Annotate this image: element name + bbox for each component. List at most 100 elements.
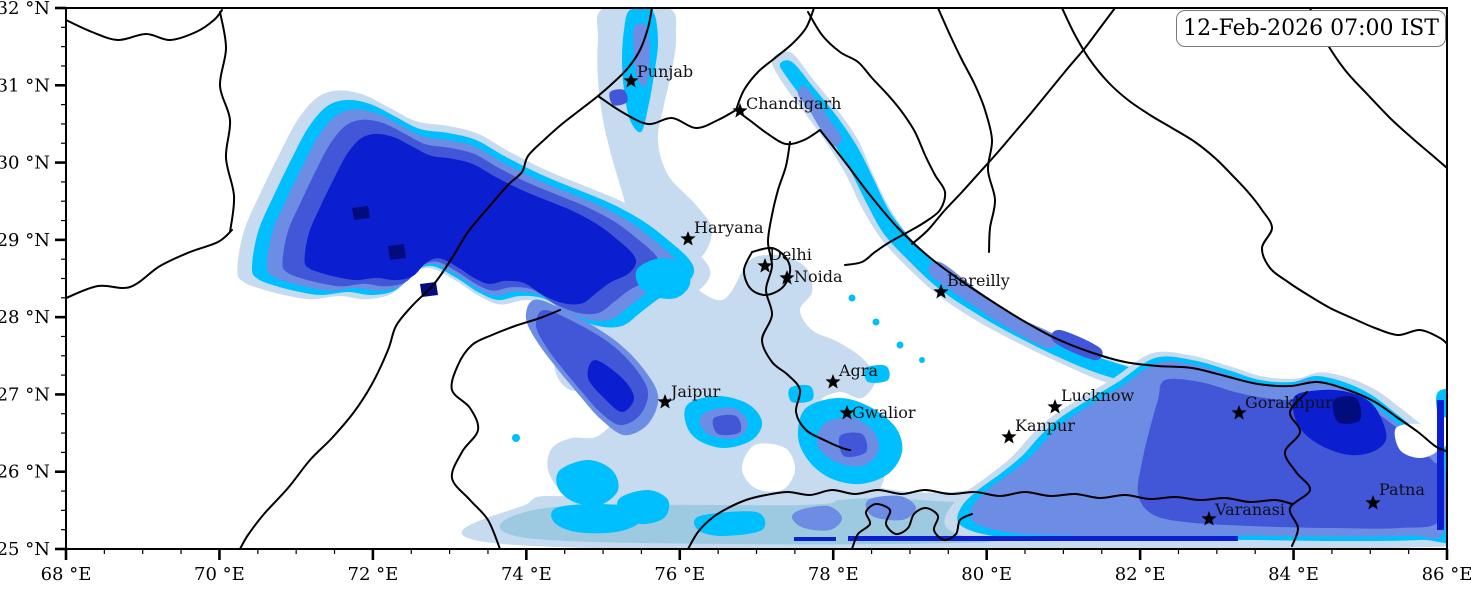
y-tick-label: 32 °N [0, 0, 50, 19]
x-tick-label: 78 °E [808, 564, 859, 585]
boundary-line [218, 11, 236, 233]
city-marker-delhi: Delhi [757, 245, 812, 273]
city-label: Varanasi [1214, 500, 1285, 519]
boundary-line [819, 129, 1447, 453]
star-icon [779, 270, 795, 285]
contour-layer [237, 8, 1447, 549]
contour-bottom-cornflower-1 [791, 505, 843, 531]
boundary-line [851, 502, 973, 549]
x-tick-label: 68 °E [41, 564, 92, 585]
boundary-layer [66, 8, 1447, 549]
boundary-line [1061, 8, 1447, 346]
star-icon [657, 394, 673, 409]
city-label: Gwalior [852, 403, 916, 422]
contour-dot [512, 434, 520, 442]
y-tick-label: 28 °N [0, 307, 50, 328]
star-icon [1047, 399, 1063, 414]
x-tick-label: 72 °E [348, 564, 399, 585]
star-icon [839, 405, 855, 420]
contour-nw-darkest-1 [352, 206, 370, 220]
star-icon [1001, 429, 1017, 444]
city-marker-gorakhpur: Gorakhpur [1231, 393, 1333, 420]
contour-tail-core [587, 360, 634, 412]
contour-stripe-cyan [779, 60, 1157, 387]
city-layer: Punjab Chandigarh Haryana Delhi Noida Bareill… [623, 62, 1425, 526]
boundary-line [735, 109, 821, 146]
x-tick-label: 74 °E [501, 564, 552, 585]
x-tick-label: 70 °E [194, 564, 245, 585]
contour-right-edge-navy-stripe [1437, 400, 1444, 530]
contour-east-white-notch [1394, 423, 1440, 458]
city-label: Bareilly [947, 271, 1010, 290]
boundary-line [807, 11, 947, 266]
contour-haryana-cyan [635, 257, 691, 299]
contour-dot [919, 357, 925, 363]
contour-dot [872, 318, 880, 326]
city-label: Delhi [769, 245, 812, 264]
y-tick-label: 27 °N [0, 384, 50, 405]
contour-agra-south-dot [788, 385, 814, 403]
contour-stripe-cornflower-2 [928, 261, 1058, 349]
boundary-line [239, 8, 653, 549]
contour-dot [848, 294, 856, 302]
contour-gorakhpur-darkest [1332, 396, 1362, 424]
x-tick-label: 82 °E [1115, 564, 1166, 585]
contour-stripe-cornflower-1 [797, 85, 843, 147]
star-icon [825, 374, 841, 389]
boundary-line [66, 229, 233, 299]
city-label: Chandigarh [746, 94, 841, 113]
boundary-line [1283, 391, 1312, 547]
timestamp-box: 12-Feb-2026 07:00 IST [1176, 10, 1446, 47]
city-label: Haryana [694, 218, 764, 237]
star-icon [1365, 495, 1381, 510]
y-tick-label: 25 °N [0, 539, 50, 560]
star-icon [933, 284, 949, 299]
star-icon [732, 103, 748, 118]
boundary-line [937, 8, 997, 253]
city-marker-haryana: Haryana [680, 218, 764, 246]
contour-southwest-cyan-1 [556, 460, 619, 506]
star-icon [1231, 405, 1247, 420]
boundary-line [450, 309, 561, 549]
x-tick-label: 86 °E [1422, 564, 1471, 585]
city-marker-lucknow: Lucknow [1047, 386, 1135, 414]
boundary-line [735, 8, 815, 111]
contour-central-white-hole [742, 443, 796, 492]
y-tick-label: 31 °N [0, 75, 50, 96]
city-marker-varanasi: Varanasi [1201, 500, 1285, 526]
boundary-line [687, 488, 1293, 549]
y-tick-label: 26 °N [0, 462, 50, 483]
city-marker-gwalior: Gwalior [839, 403, 916, 422]
city-label: Jaipur [669, 382, 721, 401]
boundary-line [761, 141, 851, 451]
contour-streak-royal-dot [609, 89, 628, 106]
city-marker-chandigarh: Chandigarh [732, 94, 841, 118]
city-label: Punjab [637, 62, 693, 81]
city-label: Noida [794, 267, 843, 286]
contour-southwest-cyan-2 [616, 489, 670, 525]
contour-jaipur-royal [712, 414, 742, 436]
contour-streak-cornflower [632, 23, 650, 87]
city-label: Patna [1379, 480, 1425, 499]
star-icon [1201, 511, 1217, 526]
city-label: Gorakhpur [1245, 393, 1333, 412]
contour-nw-blob-navy [304, 133, 637, 305]
contour-gwalior-royal [838, 432, 868, 458]
x-tick-label: 76 °E [654, 564, 705, 585]
city-marker-kanpur: Kanpur [1001, 416, 1075, 444]
timestamp-text: 12-Feb-2026 07:00 IST [1183, 16, 1439, 41]
star-icon [623, 73, 639, 88]
contour-bottom-navy-line [848, 536, 1238, 541]
boundary-line [911, 8, 1116, 245]
contour-agra-east-dot [864, 365, 890, 383]
city-marker-jaipur: Jaipur [657, 382, 721, 409]
city-label: Lucknow [1061, 386, 1135, 405]
plot-frame [65, 7, 1448, 550]
city-label: Agra [838, 361, 878, 380]
x-tick-label: 84 °E [1268, 564, 1319, 585]
boundary-line [66, 9, 223, 42]
city-marker-agra: Agra [825, 361, 878, 389]
